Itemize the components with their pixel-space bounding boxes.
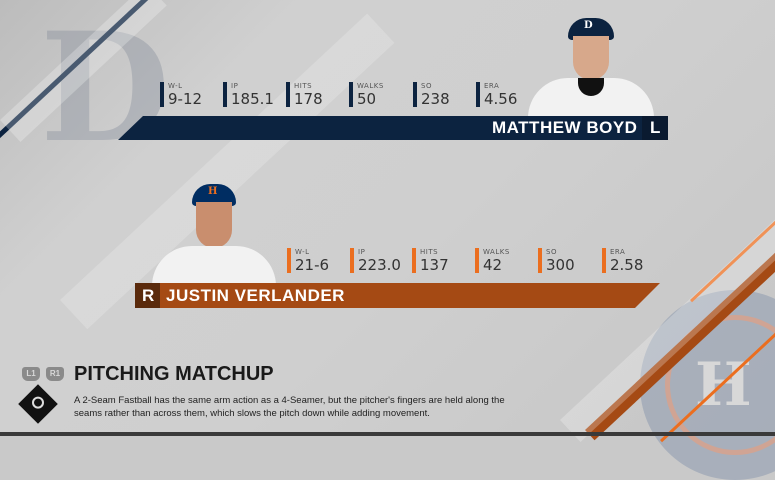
throws-hand: L [650, 118, 661, 137]
stat-era: ERA 2.58 [602, 248, 643, 273]
hand-badge [642, 116, 668, 140]
stat-wl: W-L 9-12 [160, 82, 202, 107]
stat-hits: HITS 137 [412, 248, 449, 273]
hand-badge [135, 283, 160, 308]
page-title: PITCHING MATCHUP [74, 363, 274, 385]
stat-ip: IP 223.0 [350, 248, 401, 273]
pitch-description: A 2-Seam Fastball has the same arm actio… [74, 395, 505, 419]
nameplate-boyd [118, 116, 668, 140]
svg-text:D: D [40, 0, 170, 170]
stat-hits: HITS 178 [286, 82, 323, 107]
player-photo-boyd: D [528, 12, 654, 116]
player-name: JUSTIN VERLANDER [166, 286, 345, 305]
bottom-bar [0, 432, 775, 436]
player-photo-verlander: H [152, 180, 276, 284]
tigers-logo-watermark: D [40, 0, 170, 170]
throws-hand: R [142, 286, 155, 305]
stat-walks: WALKS 50 [349, 82, 384, 107]
r1-button[interactable]: R1 [46, 367, 64, 381]
l1-button[interactable]: L1 [22, 367, 40, 381]
player-name: MATTHEW BOYD [492, 118, 638, 137]
stat-so: SO 238 [413, 82, 450, 107]
stat-walks: WALKS 42 [475, 248, 510, 273]
stat-era: ERA 4.56 [476, 82, 517, 107]
stat-wl: W-L 21-6 [287, 248, 329, 273]
stat-ip: IP 185.1 [223, 82, 274, 107]
stat-so: SO 300 [538, 248, 575, 273]
nameplate-verlander [135, 283, 660, 308]
